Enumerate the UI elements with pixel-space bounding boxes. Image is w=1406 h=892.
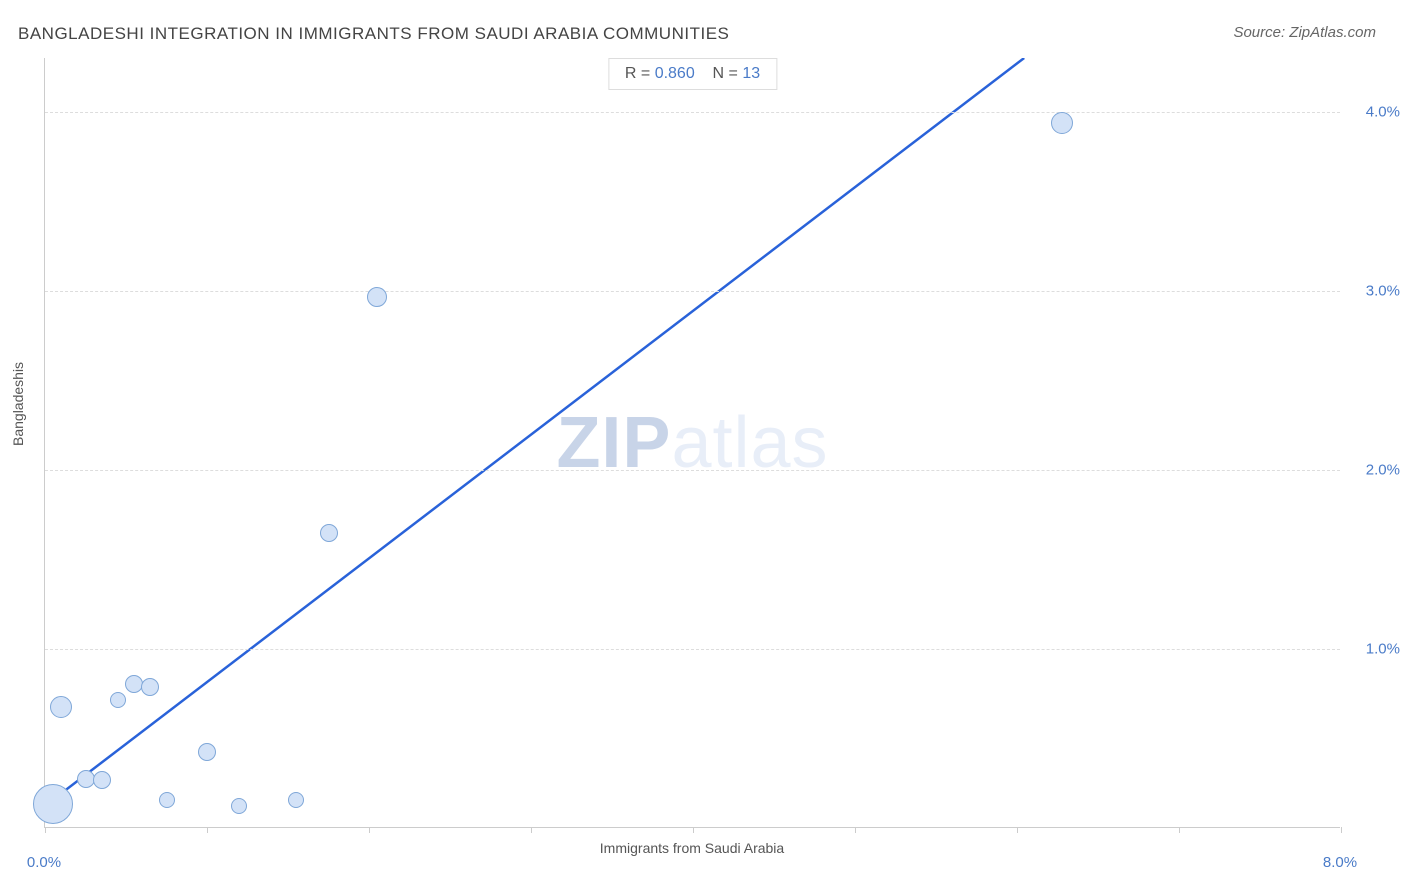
x-tick xyxy=(1341,827,1342,833)
n-value: 13 xyxy=(742,65,760,82)
data-point xyxy=(50,696,72,718)
y-axis-label: Bangladeshis xyxy=(10,362,26,446)
data-point xyxy=(110,692,126,708)
x-tick xyxy=(369,827,370,833)
gridline xyxy=(45,470,1340,471)
r-label: R = xyxy=(625,65,650,82)
stats-box: R = 0.860 N = 13 xyxy=(608,58,777,90)
x-tick xyxy=(1017,827,1018,833)
gridline xyxy=(45,291,1340,292)
r-value: 0.860 xyxy=(655,65,695,82)
x-tick-label-max: 8.0% xyxy=(1323,854,1357,871)
x-tick xyxy=(207,827,208,833)
x-tick xyxy=(531,827,532,833)
data-point xyxy=(93,771,111,789)
n-label: N = xyxy=(713,65,738,82)
x-tick-label-min: 0.0% xyxy=(27,854,61,871)
data-point xyxy=(33,784,73,824)
data-point xyxy=(231,798,247,814)
chart-container: BANGLADESHI INTEGRATION IN IMMIGRANTS FR… xyxy=(0,0,1406,892)
y-tick-label: 2.0% xyxy=(1366,461,1400,478)
source-attribution: Source: ZipAtlas.com xyxy=(1233,24,1376,41)
gridline xyxy=(45,112,1340,113)
x-tick xyxy=(855,827,856,833)
data-point xyxy=(1051,112,1073,134)
watermark: ZIPatlas xyxy=(556,402,828,484)
y-tick-label: 1.0% xyxy=(1366,640,1400,657)
y-tick-label: 3.0% xyxy=(1366,282,1400,299)
data-point xyxy=(198,743,216,761)
x-tick xyxy=(1179,827,1180,833)
plot-area: ZIPatlas R = 0.860 N = 13 1.0%2.0%3.0%4.… xyxy=(44,58,1340,828)
data-point xyxy=(125,675,143,693)
x-tick xyxy=(45,827,46,833)
trendline xyxy=(45,58,1340,827)
gridline xyxy=(45,649,1340,650)
data-point xyxy=(288,792,304,808)
data-point xyxy=(320,524,338,542)
data-point xyxy=(367,287,387,307)
x-axis-label: Immigrants from Saudi Arabia xyxy=(600,840,784,856)
y-tick-label: 4.0% xyxy=(1366,103,1400,120)
data-point xyxy=(141,678,159,696)
data-point xyxy=(159,792,175,808)
x-tick xyxy=(693,827,694,833)
chart-title: BANGLADESHI INTEGRATION IN IMMIGRANTS FR… xyxy=(18,24,729,44)
